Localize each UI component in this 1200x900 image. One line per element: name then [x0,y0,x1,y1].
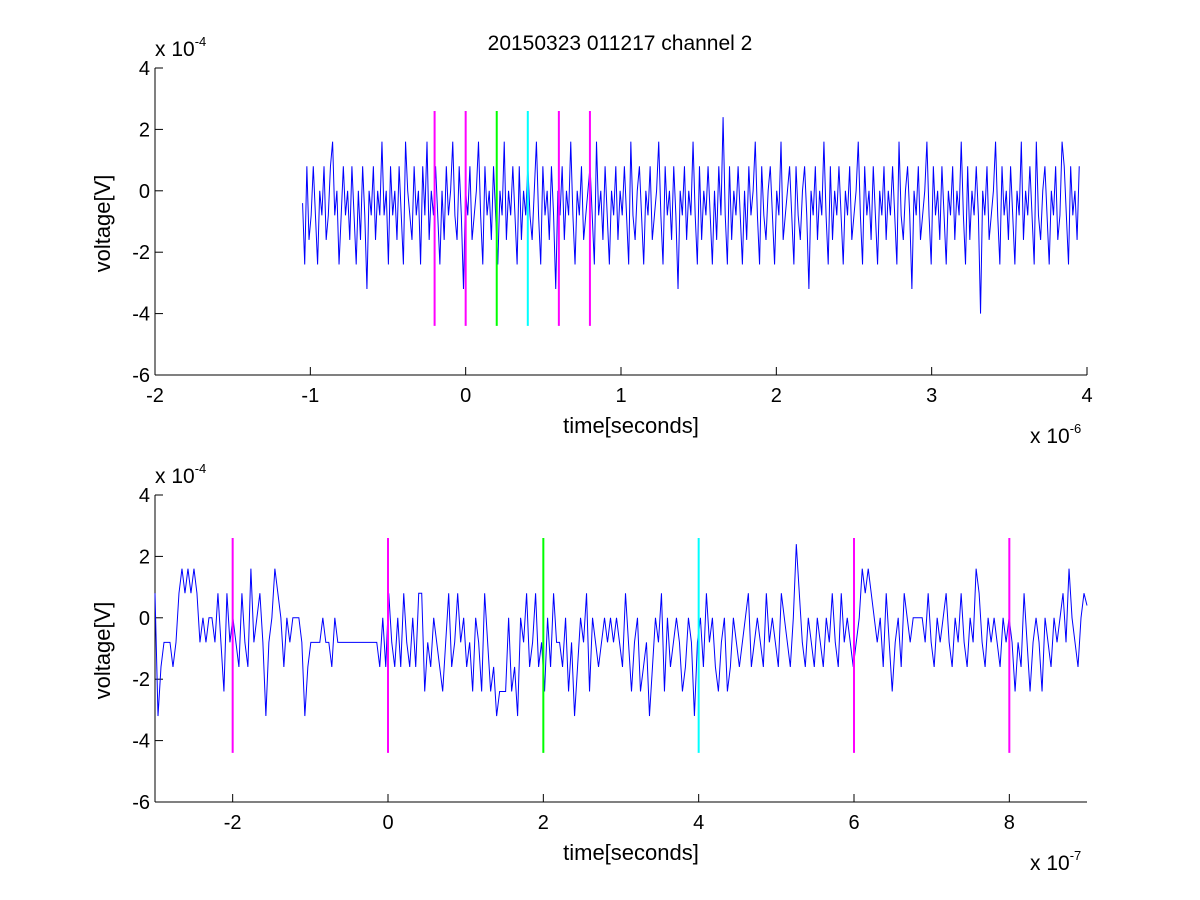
y-axis-label: voltage[V] [90,175,115,273]
y-tick-label: 4 [139,58,150,80]
x-tick-label: 2 [538,812,549,834]
x-axis-multiplier: x 10-6 [1030,421,1081,448]
y-tick-label: -4 [132,304,150,326]
y-tick-label: -6 [132,792,150,814]
x-axis-multiplier: x 10-7 [1030,848,1081,875]
y-tick-label: 2 [139,119,150,141]
x-tick-label: 4 [693,812,704,834]
voltage-trace [154,544,1088,717]
y-tick-label: 0 [139,181,150,203]
x-tick-label: 0 [460,385,471,407]
bottom-axes: -6 -4 -2 0 2 4 -2 0 2 4 6 8 time[seconds] voltage[V] x… [90,461,1088,875]
y-tick-label: -2 [132,669,150,691]
top-axes: -6 -4 -2 0 2 4 -2 -1 0 1 2 3 4 time[seconds] voltage[V… [90,34,1093,448]
x-axis-label: time[seconds] [563,840,699,865]
y-tick-label: -4 [132,731,150,753]
x-tick-label: 4 [1081,385,1092,407]
x-tick-label: 6 [848,812,859,834]
x-tick-label: 2 [771,385,782,407]
y-tick-label: -2 [132,242,150,264]
y-tick-label: 0 [139,608,150,630]
voltage-trace [302,117,1080,314]
x-tick-label: 3 [926,385,937,407]
y-tick-label: 2 [139,546,150,568]
y-tick-label: 4 [139,485,150,507]
x-tick-label: -2 [224,812,242,834]
y-axis-multiplier: x 10-4 [155,461,206,488]
x-tick-label: -2 [146,385,164,407]
x-axis-label: time[seconds] [563,413,699,438]
x-tick-label: 0 [382,812,393,834]
y-axis-multiplier: x 10-4 [155,34,206,61]
figure-title: 20150323 011217 channel 2 [488,32,753,55]
y-axis-label: voltage[V] [90,602,115,700]
x-tick-label: -1 [301,385,319,407]
x-tick-label: 8 [1004,812,1015,834]
x-tick-label: 1 [615,385,626,407]
y-tick-label: -6 [132,365,150,387]
